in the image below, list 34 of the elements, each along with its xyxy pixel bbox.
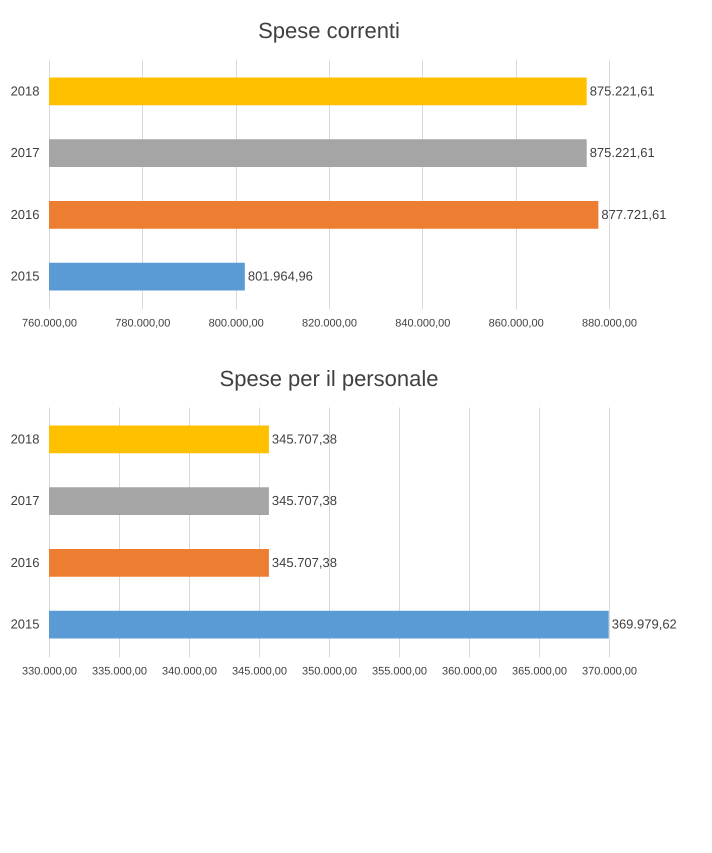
x-tick-label: 780.000,00 bbox=[115, 318, 170, 330]
x-tick-label: 820.000,00 bbox=[302, 318, 358, 330]
y-tick-label: 2015 bbox=[10, 268, 40, 284]
x-tick-label: 760.000,00 bbox=[22, 318, 78, 330]
x-tick-label: 360.000,00 bbox=[442, 666, 498, 678]
data-label: 875.221,61 bbox=[590, 145, 655, 160]
y-tick-label: 2018 bbox=[10, 431, 40, 446]
data-label: 801.964,96 bbox=[248, 268, 313, 284]
y-tick-label: 2017 bbox=[10, 493, 40, 508]
x-tick-label: 335.000,00 bbox=[92, 666, 148, 678]
data-label: 345.707,38 bbox=[272, 431, 337, 446]
data-label: 345.707,38 bbox=[272, 554, 337, 570]
chart-title: Spese correnti bbox=[258, 18, 400, 43]
y-tick-label: 2018 bbox=[10, 83, 40, 98]
chart-title: Spese per il personale bbox=[220, 366, 438, 391]
data-label: 877.721,61 bbox=[601, 206, 666, 222]
x-tick-label: 330.000,00 bbox=[22, 666, 78, 678]
y-tick-label: 2016 bbox=[10, 554, 40, 570]
y-tick-label: 2016 bbox=[10, 206, 40, 222]
x-tick-label: 800.000,00 bbox=[208, 318, 264, 330]
y-tick-label: 2017 bbox=[10, 145, 40, 160]
x-tick-label: 365.000,00 bbox=[512, 666, 568, 678]
x-tick-label: 860.000,00 bbox=[488, 318, 544, 330]
x-tick-label: 345.000,00 bbox=[232, 666, 288, 678]
x-tick-label: 340.000,00 bbox=[162, 666, 218, 678]
x-tick-label: 355.000,00 bbox=[372, 666, 428, 678]
x-tick-label: 370.000,00 bbox=[582, 666, 638, 678]
data-label: 369.979,62 bbox=[612, 616, 677, 632]
x-tick-label: 880.000,00 bbox=[582, 318, 638, 330]
data-label: 875.221,61 bbox=[590, 83, 655, 98]
x-tick-label: 350.000,00 bbox=[302, 666, 358, 678]
data-label: 345.707,38 bbox=[272, 493, 337, 508]
x-tick-label: 840.000,00 bbox=[395, 318, 450, 330]
y-tick-label: 2015 bbox=[10, 616, 40, 632]
